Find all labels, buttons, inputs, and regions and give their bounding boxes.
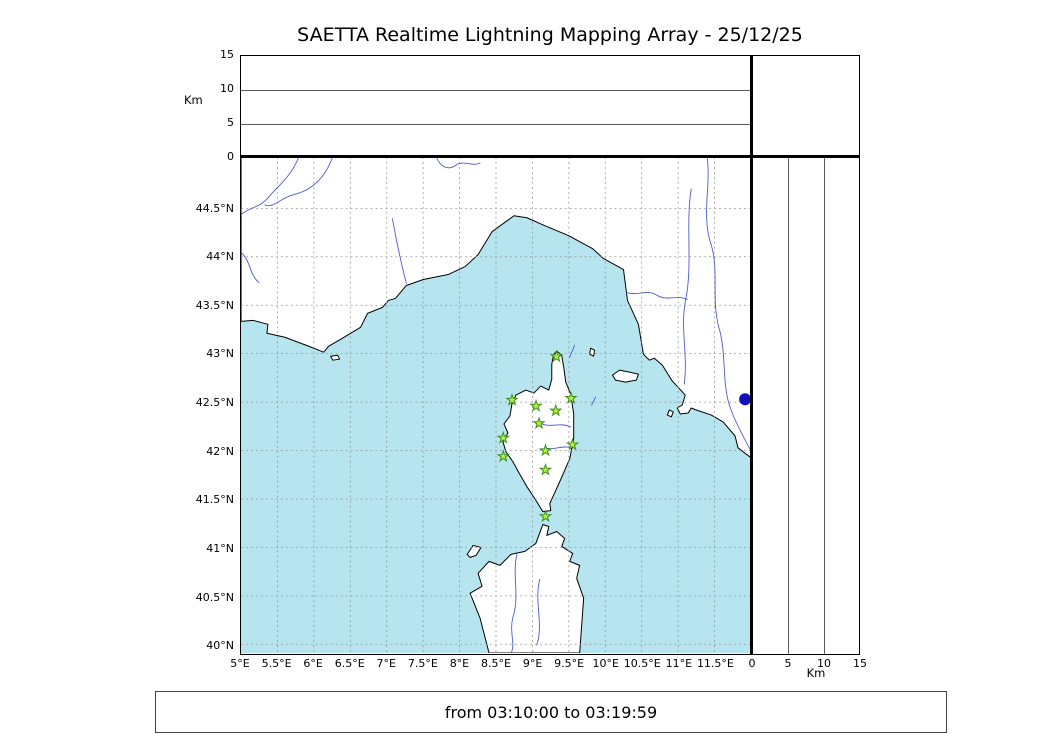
corner-panel <box>752 55 860 157</box>
river <box>510 553 518 653</box>
river <box>569 344 576 358</box>
lon-tick-label: 8°E <box>449 657 470 670</box>
altitude-gridline <box>824 157 825 654</box>
lon-tick-label: 7.5°E <box>407 657 438 670</box>
river <box>241 252 260 283</box>
lon-tick-label: 8.5°E <box>481 657 511 670</box>
river <box>626 292 688 300</box>
altitude-tick-label-left: 0 <box>227 150 234 163</box>
event-marker <box>739 393 751 406</box>
capraia-island <box>589 347 596 357</box>
lat-tick-label: 42°N <box>206 444 234 458</box>
river <box>541 423 572 428</box>
sardinia <box>469 524 585 653</box>
lat-tick-label: 44°N <box>206 250 234 264</box>
time-range-text: from 03:10:00 to 03:19:59 <box>444 702 658 722</box>
altitude-tick-label-bottom: 0 <box>748 657 756 670</box>
lon-tick-label: 10°E <box>592 657 619 670</box>
altitude-axis-unit-bottom: Km <box>806 666 826 680</box>
lat-tick-label: 41.5°N <box>195 493 234 507</box>
river <box>591 396 597 406</box>
lat-tick-label: 44.5°N <box>195 201 234 215</box>
altitude-gridline <box>788 157 789 654</box>
page-title: SAETTA Realtime Lightning Mapping Array … <box>297 24 803 46</box>
lon-tick-label: 11.5°E <box>696 657 734 670</box>
river <box>683 188 692 385</box>
asinara-island <box>466 544 482 558</box>
lat-tick-label: 40.5°N <box>195 590 234 604</box>
altitude-gridline <box>241 90 752 91</box>
elba-island <box>612 369 639 383</box>
river <box>706 157 751 452</box>
altitude-axis-unit-left: Km <box>184 93 203 107</box>
river <box>435 157 481 169</box>
altitude-tick-label-left: 10 <box>220 82 234 95</box>
lat-tick-label: 40°N <box>206 639 234 653</box>
altitude-tick-label-bottom: 15 <box>853 657 867 670</box>
altitude-longitude-panel <box>240 55 752 157</box>
lon-tick-label: 10.5°E <box>623 657 661 670</box>
map-panel <box>240 157 752 655</box>
altitude-tick-label-bottom: 10 <box>817 657 831 670</box>
time-range-box: from 03:10:00 to 03:19:59 <box>155 691 947 733</box>
lon-tick-label: 5.5°E <box>261 657 292 670</box>
lon-tick-label: 5°E <box>230 657 250 670</box>
giglio-island <box>666 409 674 418</box>
altitude-tick-label-bottom: 5 <box>784 657 792 670</box>
lon-tick-label: 6°E <box>303 657 323 670</box>
river <box>241 157 300 216</box>
river <box>391 218 407 284</box>
zero-altitude-line <box>240 155 860 158</box>
river <box>536 578 541 646</box>
porquerolles-island <box>330 354 341 361</box>
lat-tick-label: 43°N <box>206 347 234 361</box>
map-right-divider <box>750 55 753 655</box>
lightning-events <box>739 393 751 406</box>
lon-tick-label: 6.5°E <box>334 657 365 670</box>
map-grid <box>241 157 751 653</box>
corsica <box>502 350 575 513</box>
lat-tick-label: 42.5°N <box>195 396 234 410</box>
mainland-coast <box>241 157 751 459</box>
lat-tick-label: 43.5°N <box>195 298 234 312</box>
altitude-tick-label-left: 15 <box>220 48 234 61</box>
altitude-gridline <box>241 124 752 125</box>
map-canvas <box>241 157 751 653</box>
rivers <box>241 157 751 653</box>
lon-tick-label: 7°E <box>376 657 396 670</box>
lon-tick-label: 9.5°E <box>554 657 585 670</box>
coastlines <box>241 157 751 653</box>
river <box>264 157 334 207</box>
altitude-tick-label-left: 5 <box>227 116 234 129</box>
lon-tick-label: 11°E <box>665 657 693 670</box>
lat-tick-label: 41°N <box>206 541 234 555</box>
altitude-latitude-panel <box>752 157 860 655</box>
lon-tick-label: 9°E <box>522 657 543 670</box>
